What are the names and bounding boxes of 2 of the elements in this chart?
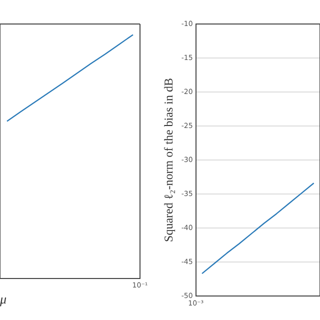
y-axis-title: Squared ℓ₂-norm of the bias in dB <box>161 78 176 242</box>
x-axis-title: μ <box>0 292 7 307</box>
